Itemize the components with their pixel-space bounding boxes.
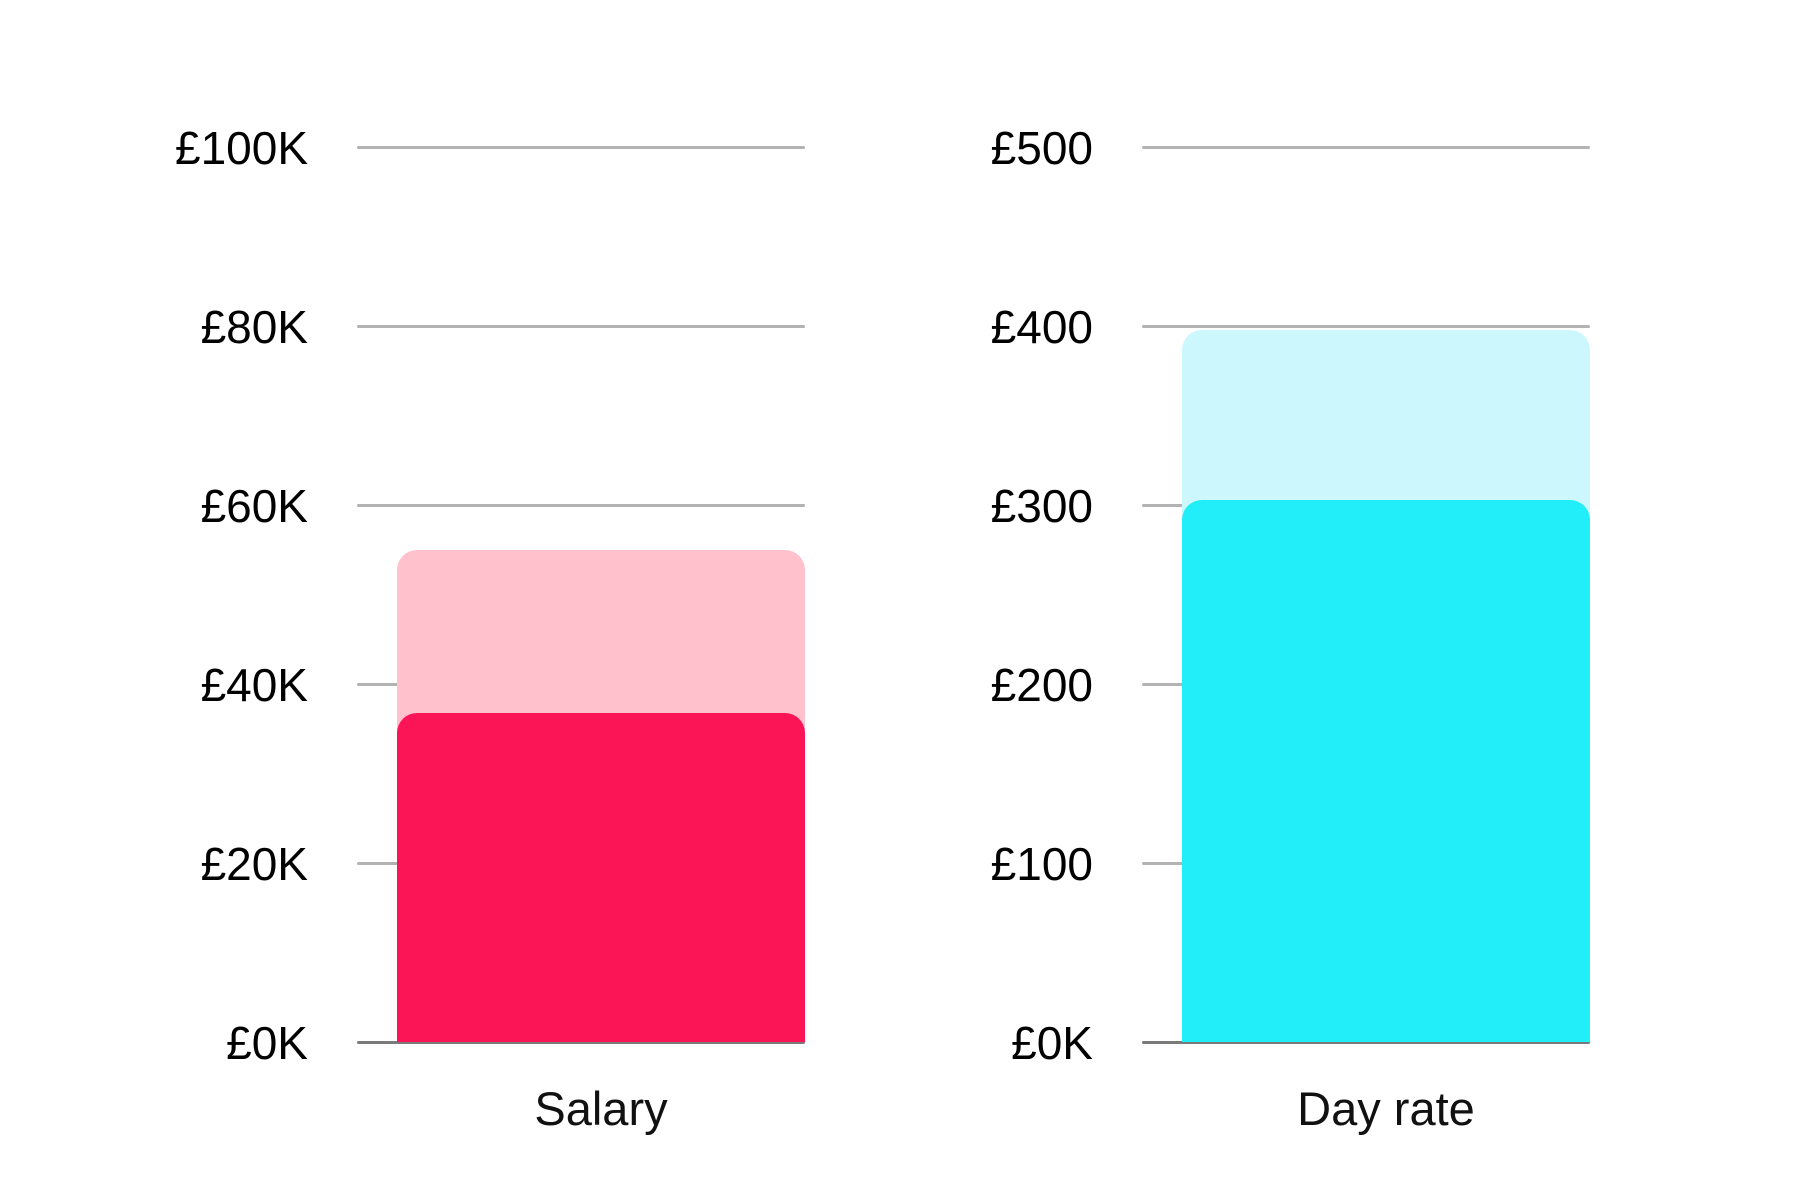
y-tick-label: £60K [200, 480, 308, 532]
gridline [1142, 325, 1590, 328]
dayrate-category-label: Day rate [1297, 1082, 1475, 1135]
gridline [357, 325, 805, 328]
salary-front-bar [397, 712, 805, 1042]
y-tick-label: £100K [174, 122, 308, 174]
day-rate-front-bar [1182, 499, 1590, 1042]
y-tick-label: £200 [990, 659, 1093, 711]
y-tick-label: £300 [990, 480, 1093, 532]
salary-chart: £100K £80K £60K £40K £20K £0K Salary [174, 122, 805, 1135]
y-tick-label: £0K [226, 1017, 308, 1069]
gridline [1142, 146, 1590, 149]
gridline [357, 504, 805, 507]
y-tick-label: £400 [990, 301, 1093, 353]
y-tick-label: £40K [200, 659, 308, 711]
y-tick-label: £100 [990, 838, 1093, 890]
dayrate-chart: £500 £400 £300 £200 £100 £0K Day rate [785, 0, 1685, 1200]
x-axis-line [357, 1041, 805, 1044]
gridline [357, 146, 805, 149]
y-tick-label: £20K [200, 838, 308, 890]
y-tick-label: £80K [200, 301, 308, 353]
y-tick-label: £0K [1011, 1017, 1093, 1069]
salary-category-label: Salary [534, 1082, 668, 1135]
x-axis-line [1142, 1041, 1590, 1044]
y-tick-label: £500 [990, 122, 1093, 174]
